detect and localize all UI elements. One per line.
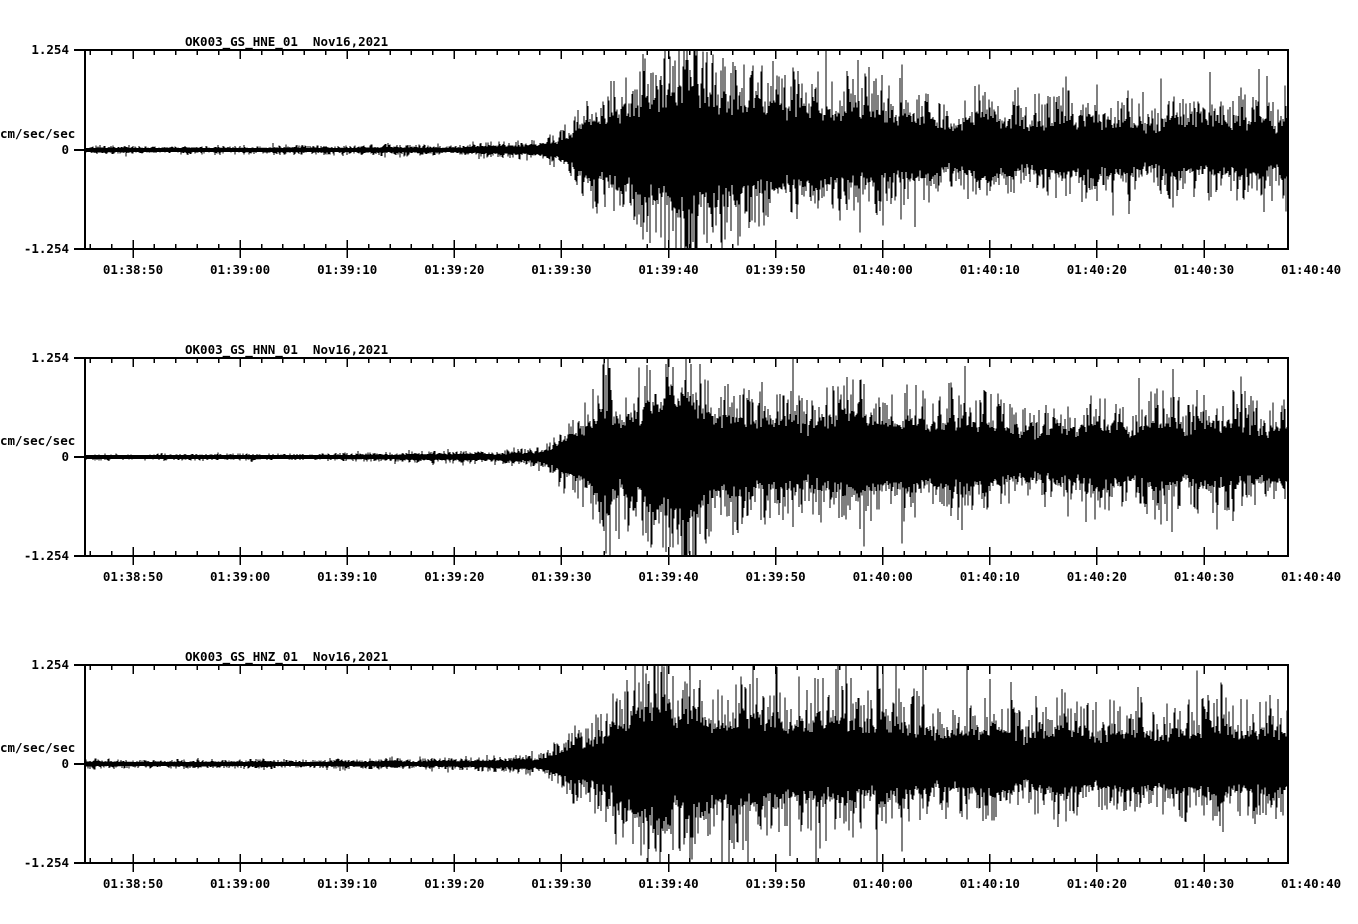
y-axis-unit-label: cm/sec/sec — [0, 433, 76, 448]
x-tick-label: 01:40:10 — [959, 569, 1020, 584]
x-tick-label: 01:40:00 — [852, 262, 913, 277]
x-tick-label: 01:39:00 — [209, 262, 271, 277]
x-tick-label: 01:39:10 — [317, 876, 378, 891]
x-tick-label: 01:40:30 — [1173, 262, 1235, 277]
y-axis-unit-label: cm/sec/sec — [0, 740, 76, 755]
x-tick-label: 01:38:50 — [102, 262, 164, 277]
x-tick-label: 01:40:30 — [1173, 569, 1235, 584]
x-tick-label: 01:39:10 — [317, 262, 378, 277]
x-tick-label: 01:39:10 — [317, 569, 378, 584]
x-tick-label: 01:40:20 — [1066, 876, 1127, 891]
x-tick-label: 01:40:10 — [959, 262, 1020, 277]
x-tick-label: 01:39:20 — [424, 262, 485, 277]
waveform-trace — [84, 666, 1289, 862]
y-tick-label: -1.254 — [23, 548, 69, 563]
x-tick-label: 01:39:00 — [209, 876, 271, 891]
x-tick-label: 01:39:30 — [531, 262, 592, 277]
panel-title-hnn: OK003_GS_HNN_01 Nov16,2021 — [185, 342, 389, 357]
y-tick-label: 0 — [61, 449, 69, 464]
x-tick-label: 01:38:50 — [102, 876, 164, 891]
x-tick-label: 01:39:50 — [745, 569, 806, 584]
y-tick-label: 0 — [61, 142, 69, 157]
y-axis-ticks — [74, 664, 85, 864]
x-tick-label: 01:40:30 — [1173, 876, 1235, 891]
y-tick-label: 1.254 — [31, 657, 69, 672]
y-tick-label: 0 — [61, 756, 69, 771]
x-tick-label: 01:40:00 — [852, 569, 913, 584]
x-tick-label: 01:39:40 — [638, 262, 699, 277]
y-axis-unit-label: cm/sec/sec — [0, 126, 76, 141]
x-tick-label: 01:39:40 — [638, 569, 699, 584]
x-tick-label: 01:40:40 — [1280, 876, 1342, 891]
x-tick-label: 01:39:30 — [531, 569, 592, 584]
x-tick-label: 01:40:40 — [1280, 569, 1342, 584]
x-tick-label: 01:39:20 — [424, 876, 485, 891]
x-tick-label: 01:39:40 — [638, 876, 699, 891]
x-tick-label: 01:40:40 — [1280, 262, 1342, 277]
x-axis-ticks — [89, 665, 1270, 872]
x-tick-label: 01:40:20 — [1066, 569, 1127, 584]
x-tick-label: 01:40:20 — [1066, 262, 1127, 277]
panel-title-hne: OK003_GS_HNE_01 Nov16,2021 — [185, 34, 389, 49]
y-tick-label: -1.254 — [23, 855, 69, 870]
x-tick-label: 01:40:00 — [852, 876, 913, 891]
x-tick-label: 01:40:10 — [959, 876, 1020, 891]
plot-frame — [84, 664, 1289, 864]
y-tick-label: -1.254 — [23, 241, 69, 256]
x-tick-label: 01:39:30 — [531, 876, 592, 891]
y-tick-label: 1.254 — [31, 42, 69, 57]
x-tick-label: 01:39:50 — [745, 262, 806, 277]
x-tick-label: 01:38:50 — [102, 569, 164, 584]
x-tick-label: 01:39:50 — [745, 876, 806, 891]
x-tick-label: 01:39:00 — [209, 569, 271, 584]
panel-title-hnz: OK003_GS_HNZ_01 Nov16,2021 — [185, 649, 389, 664]
y-tick-label: 1.254 — [31, 350, 69, 365]
x-tick-label: 01:39:20 — [424, 569, 485, 584]
